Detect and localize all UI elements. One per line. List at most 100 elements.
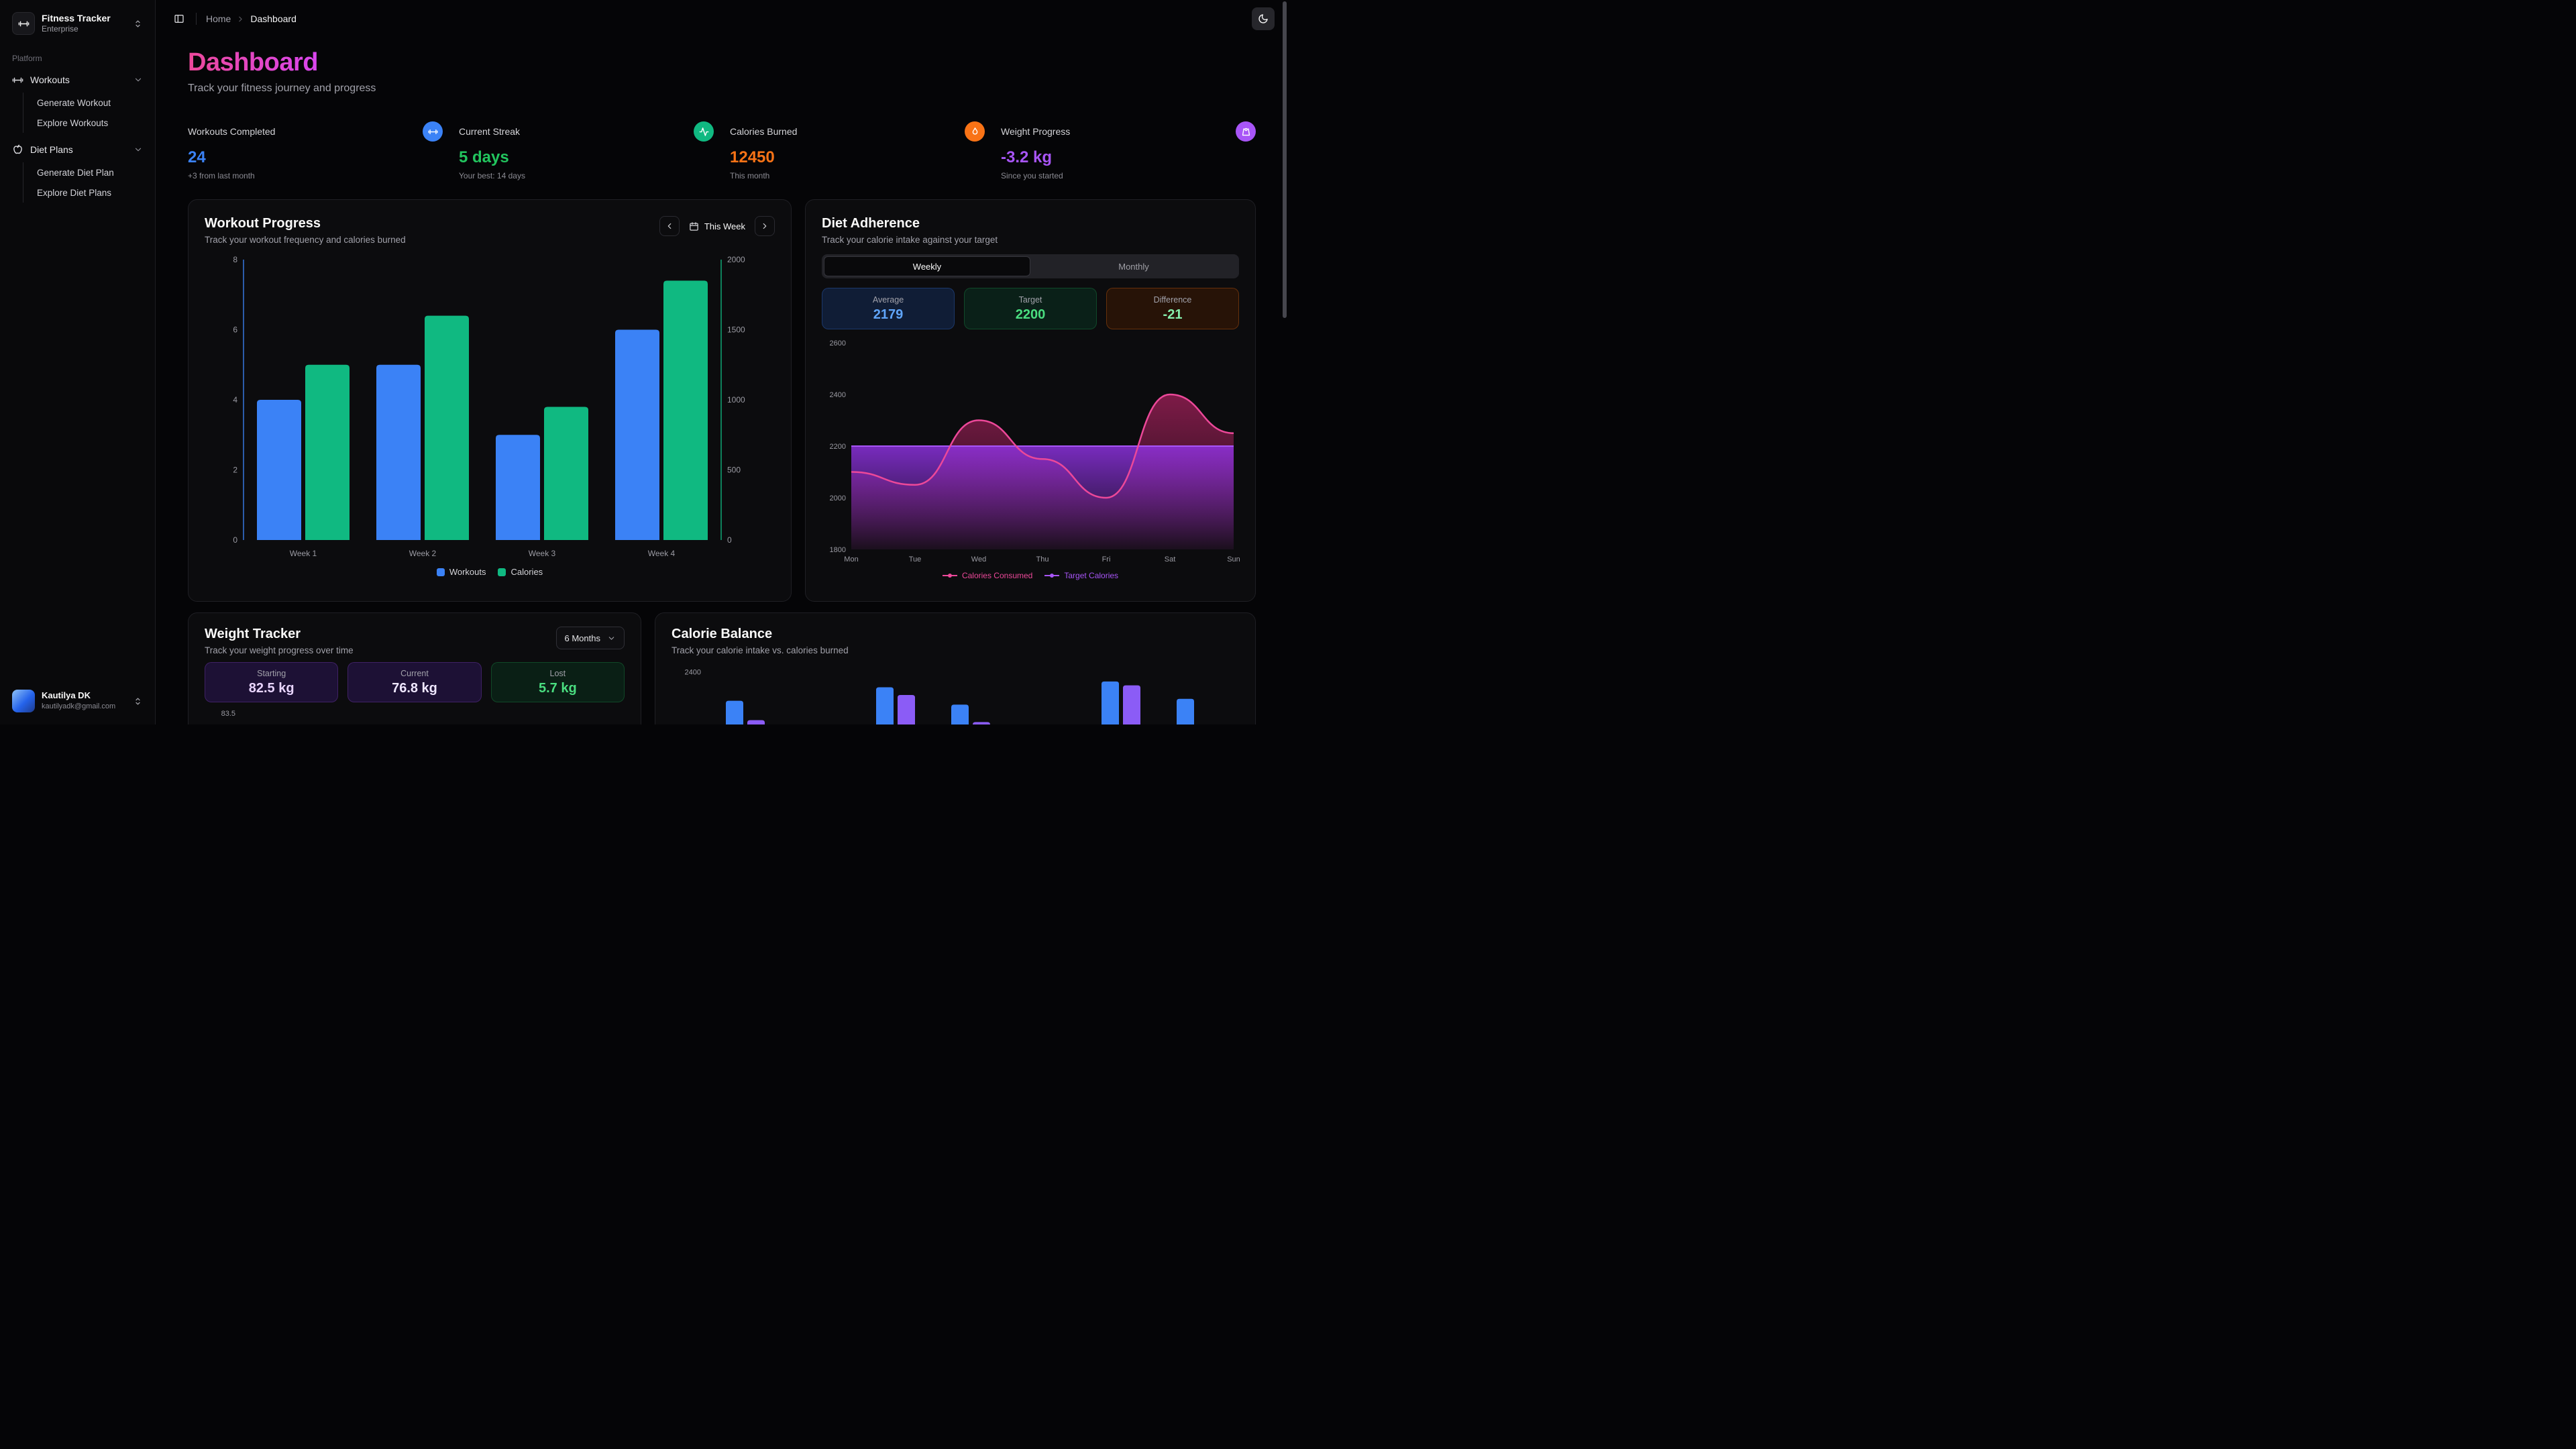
stat-subtext: This month: [730, 171, 770, 180]
legend-workouts: Workouts: [436, 567, 486, 577]
stat-subtext: Since you started: [1001, 171, 1063, 180]
workspace-switcher[interactable]: Fitness Tracker Enterprise: [7, 7, 148, 40]
summary-difference: Difference -21: [1106, 288, 1239, 329]
svg-text:Fri: Fri: [1102, 555, 1111, 564]
svg-text:6: 6: [233, 325, 237, 335]
sidebar-item-workouts[interactable]: Workouts: [7, 68, 148, 91]
card-title: Weight Tracker: [205, 627, 301, 641]
sidebar-item-label: Workouts: [30, 74, 70, 85]
summary-average: Average 2179: [822, 288, 955, 329]
summary-target: Target 2200: [964, 288, 1097, 329]
calendar-icon: [690, 221, 698, 231]
legend-marker: [942, 572, 957, 579]
card-title: Calorie Balance: [672, 627, 773, 641]
card-title: Workout Progress: [205, 216, 321, 231]
svg-text:0: 0: [727, 535, 732, 545]
page-title: Dashboard: [188, 48, 318, 76]
workouts-sub-list: Generate Workout Explore Workouts: [23, 93, 148, 133]
legend-calories-consumed: Calories Consumed: [942, 571, 1032, 580]
stat-value: -3.2 kg: [1001, 148, 1053, 166]
svg-text:Tue: Tue: [909, 555, 922, 564]
period-label: This Week: [704, 221, 745, 231]
next-week-button[interactable]: [755, 216, 775, 236]
svg-text:Sun: Sun: [1227, 555, 1240, 564]
range-select[interactable]: 6 Months: [555, 627, 625, 649]
svg-text:1500: 1500: [727, 325, 745, 335]
svg-text:2600: 2600: [830, 339, 846, 347]
bottom-row: Weight Tracker Track your weight progres…: [188, 612, 1256, 724]
theme-toggle-button[interactable]: [1252, 7, 1275, 30]
svg-text:2400: 2400: [830, 391, 846, 399]
page-scrollbar[interactable]: [1283, 1, 1287, 318]
stat-weight-progress: Weight Progress -3.2 kg Since you starte…: [1001, 121, 1256, 180]
user-menu[interactable]: Kautilya DK kautilyadk@gmail.com: [7, 684, 148, 718]
page-subtitle: Track your fitness journey and progress: [188, 83, 376, 94]
period-selector[interactable]: This Week: [685, 221, 749, 231]
svg-text:0: 0: [233, 535, 237, 545]
svg-text:Sat: Sat: [1165, 555, 1176, 564]
user-name: Kautilya DK: [42, 690, 91, 701]
workout-chart-legend: Workouts Calories: [205, 567, 775, 577]
breadcrumb: Home Dashboard: [206, 13, 297, 24]
chevrons-up-down-icon: [133, 696, 143, 706]
charts-row: Workout Progress Track your workout freq…: [188, 199, 1256, 602]
calorie-balance-card: Calorie Balance Track your calorie intak…: [655, 612, 1256, 724]
diet-plans-sub-list: Generate Diet Plan Explore Diet Plans: [23, 162, 148, 203]
sidebar-nav: Workouts Generate Workout Explore Workou…: [0, 68, 155, 208]
weight-summary-row: Starting 82.5 kg Current 76.8 kg Lost 5.…: [205, 662, 625, 702]
stat-subtext: +3 from last month: [188, 171, 255, 180]
stat-label: Current Streak: [459, 126, 521, 137]
dumbbell-icon: [12, 74, 23, 86]
topbar-divider: [196, 13, 197, 25]
svg-text:2000: 2000: [727, 255, 745, 264]
svg-text:500: 500: [727, 466, 741, 475]
dumbbell-icon: [423, 121, 443, 142]
scale-icon: [1236, 121, 1256, 142]
sidebar-item-generate-diet-plan[interactable]: Generate Diet Plan: [37, 167, 114, 178]
stat-value: 5 days: [459, 148, 509, 166]
sidebar-item-explore-workouts[interactable]: Explore Workouts: [37, 117, 109, 128]
diet-adherence-chart: 1800 2000 2200 2400 2600 Mon Tue Wed Thu Fri Sat Su…: [830, 339, 1240, 564]
calorie-balance-chart: 2400MonTueWedThuFriSatSun: [685, 668, 1194, 724]
card-subtitle: Track your workout frequency and calorie…: [205, 235, 406, 245]
summary-lost: Lost 5.7 kg: [490, 662, 625, 702]
tab-monthly[interactable]: Monthly: [1118, 261, 1149, 272]
app-root: Fitness Tracker Enterprise Platform Work…: [0, 0, 1288, 724]
svg-text:1800: 1800: [830, 546, 846, 554]
breadcrumb-home[interactable]: Home: [206, 13, 231, 24]
legend-swatch: [436, 568, 445, 576]
activity-icon: [694, 121, 714, 142]
app-logo: [12, 12, 35, 35]
apple-icon: [12, 144, 23, 156]
panel-left-icon: [174, 15, 184, 23]
svg-text:Mon: Mon: [844, 555, 858, 564]
avatar: [12, 690, 35, 712]
stat-workouts-completed: Workouts Completed 24 +3 from last month: [188, 121, 443, 180]
legend-marker: [1044, 572, 1060, 579]
range-label: 6 Months: [564, 633, 600, 643]
svg-text:2200: 2200: [830, 443, 846, 451]
svg-text:83.5: 83.5: [221, 710, 235, 718]
card-subtitle: Track your calorie intake vs. calories b…: [672, 645, 849, 655]
card-subtitle: Track your weight progress over time: [205, 645, 354, 655]
chevron-right-icon: [236, 15, 245, 23]
stats-row: Workouts Completed 24 +3 from last month…: [188, 121, 1256, 180]
workout-progress-card: Workout Progress Track your workout freq…: [188, 199, 792, 602]
chevron-down-icon: [608, 636, 614, 640]
page-content: Dashboard Track your fitness journey and…: [156, 38, 1288, 724]
sidebar-item-label: Diet Plans: [30, 144, 73, 155]
sidebar-group-workouts: Workouts Generate Workout Explore Workou…: [7, 68, 148, 133]
previous-week-button[interactable]: [659, 216, 680, 236]
sidebar-item-diet-plans[interactable]: Diet Plans: [7, 138, 148, 161]
sidebar-item-generate-workout[interactable]: Generate Workout: [37, 97, 111, 108]
svg-text:Week 2: Week 2: [409, 549, 437, 558]
card-title: Diet Adherence: [822, 216, 920, 231]
stat-calories-burned: Calories Burned 12450 This month: [730, 121, 985, 180]
weight-tracker-chart: 83.5: [221, 710, 235, 718]
tab-weekly[interactable]: Weekly: [824, 256, 1030, 276]
sidebar-item-explore-diet-plans[interactable]: Explore Diet Plans: [37, 187, 112, 198]
sidebar-toggle-button[interactable]: [169, 9, 189, 29]
svg-text:Thu: Thu: [1036, 555, 1049, 564]
week-navigator: This Week: [659, 216, 775, 236]
chevron-left-icon: [667, 223, 672, 229]
